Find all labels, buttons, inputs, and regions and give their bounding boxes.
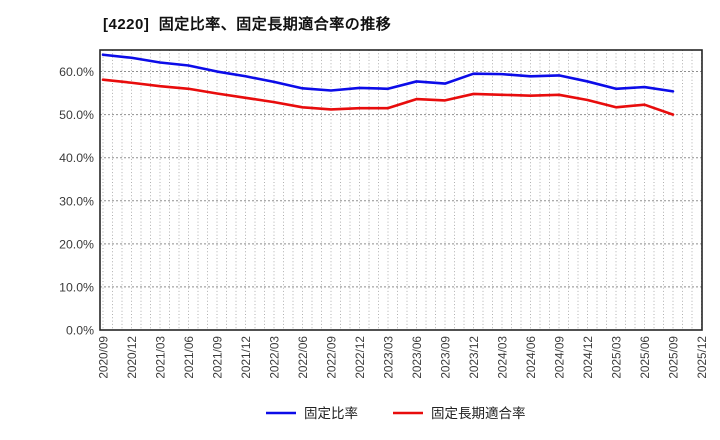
x-tick-label: 2022/09 (324, 336, 338, 379)
frame-layer (99, 49, 703, 331)
x-tick-label: 2022/06 (296, 336, 310, 379)
x-tick-label: 2024/09 (552, 336, 566, 379)
y-tick-label: 0.0% (66, 324, 94, 338)
x-tick-label: 2022/12 (353, 336, 367, 379)
series-line-1 (101, 78, 675, 116)
y-tick-label: 20.0% (59, 237, 94, 251)
x-tick-label: 2023/09 (438, 336, 452, 379)
x-tick-label: 2021/06 (182, 336, 196, 379)
y-tick-label: 40.0% (59, 151, 94, 165)
x-tick-label: 2020/12 (125, 336, 139, 379)
x-tick-label: 2024/12 (581, 336, 595, 379)
series-line-0 (101, 53, 675, 93)
series-layer (101, 53, 675, 116)
chart-title: [4220] 固定比率、固定長期適合率の推移 (103, 16, 392, 33)
legend-label-fixed-ratio: 固定比率 (304, 405, 358, 421)
x-tick-label: 2021/03 (153, 336, 167, 379)
x-tick-label: 2023/12 (467, 336, 481, 379)
x-tick-label: 2025/12 (695, 336, 709, 379)
y-tick-label: 10.0% (59, 280, 94, 294)
x-tick-label: 2023/03 (381, 336, 395, 379)
axis-layer: 0.0% 10.0% 20.0% 30.0% 40.0% 50.0% 60.0% 2020/0… (59, 65, 709, 379)
legend-label-fixed-long-term-ratio: 固定長期適合率 (431, 405, 526, 421)
x-tick-label: 2022/03 (267, 336, 281, 379)
x-tick-label: 2024/06 (524, 336, 538, 379)
y-tick-label: 30.0% (59, 194, 94, 208)
y-tick-label: 50.0% (59, 108, 94, 122)
x-tick-label: 2020/09 (96, 336, 110, 379)
x-tick-label: 2025/09 (666, 336, 680, 379)
x-tick-label: 2023/06 (410, 336, 424, 379)
y-tick-label: 60.0% (59, 65, 94, 79)
grid-layer (100, 50, 702, 330)
x-tick-label: 2021/09 (210, 336, 224, 379)
plot-frame (99, 49, 703, 331)
legend: 固定比率 固定長期適合率 (266, 405, 526, 421)
x-tick-label: 2025/06 (638, 336, 652, 379)
x-tick-label: 2021/12 (239, 336, 253, 379)
x-tick-label: 2024/03 (495, 336, 509, 379)
x-tick-label: 2025/03 (609, 336, 623, 379)
